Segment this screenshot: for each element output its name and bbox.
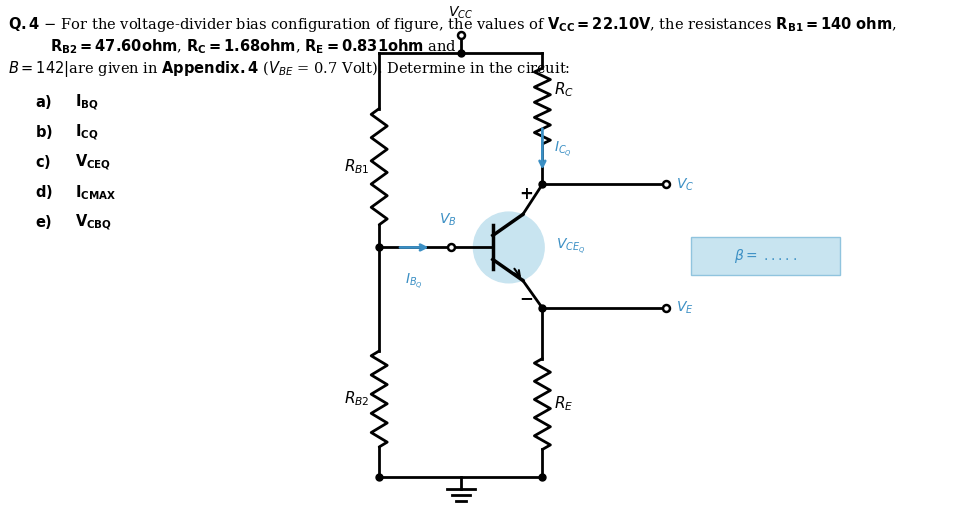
Text: $\mathbf{d)}$: $\mathbf{d)}$	[35, 183, 53, 201]
Text: $\mathbf{Q.4}$ $-$ For the voltage-divider bias configuration of figure, the val: $\mathbf{Q.4}$ $-$ For the voltage-divid…	[8, 15, 897, 34]
Text: $I_{B_Q}$: $I_{B_Q}$	[405, 272, 423, 290]
Text: $V_B$: $V_B$	[440, 211, 457, 228]
Text: $\mathbf{c)}$: $\mathbf{c)}$	[35, 153, 51, 171]
Text: $\mathbf{I_{CQ}}$: $\mathbf{I_{CQ}}$	[75, 123, 98, 143]
Text: $\mathbf{I_{CMAX}}$: $\mathbf{I_{CMAX}}$	[75, 183, 116, 201]
Text: $\mathbf{b)}$: $\mathbf{b)}$	[35, 123, 53, 141]
Text: $\mathbf{a)}$: $\mathbf{a)}$	[35, 93, 52, 111]
Text: $\mathbf{V_{CBQ}}$: $\mathbf{V_{CBQ}}$	[75, 213, 112, 233]
Text: $V_C$: $V_C$	[676, 176, 694, 192]
Text: $V_{CE_Q}$: $V_{CE_Q}$	[557, 237, 586, 256]
Text: $R_{B1}$: $R_{B1}$	[344, 157, 370, 176]
Circle shape	[473, 212, 544, 283]
Text: $I_{C_Q}$: $I_{C_Q}$	[555, 139, 572, 159]
Text: $\mathit{B=142}$$|$are given in $\mathbf{Appendix.4}$ ($V_{BE}$ = 0.7 Volt). Det: $\mathit{B=142}$$|$are given in $\mathbf…	[8, 59, 570, 79]
Text: $V_E$: $V_E$	[676, 300, 694, 316]
Text: $R_{B2}$: $R_{B2}$	[344, 389, 370, 409]
Bar	[691, 237, 840, 275]
Text: $R_E$: $R_E$	[555, 394, 574, 414]
Text: $R_C$: $R_C$	[555, 81, 574, 99]
Text: $\mathbf{R_{B2}}$$\mathbf{=47.60ohm}$, $\mathbf{R_C}$$\mathbf{=1.68ohm}$, $\math: $\mathbf{R_{B2}}$$\mathbf{=47.60ohm}$, $…	[50, 37, 457, 56]
Text: $\beta = \;.....$: $\beta = \;.....$	[734, 247, 797, 265]
Text: $\mathbf{V_{CEQ}}$: $\mathbf{V_{CEQ}}$	[75, 153, 111, 173]
Text: −: −	[519, 289, 534, 307]
Text: $\mathbf{e)}$: $\mathbf{e)}$	[35, 213, 52, 231]
Text: $\mathbf{I_{BQ}}$: $\mathbf{I_{BQ}}$	[75, 93, 99, 113]
Text: $V_{CC}$: $V_{CC}$	[448, 5, 473, 21]
Text: +: +	[519, 185, 534, 204]
